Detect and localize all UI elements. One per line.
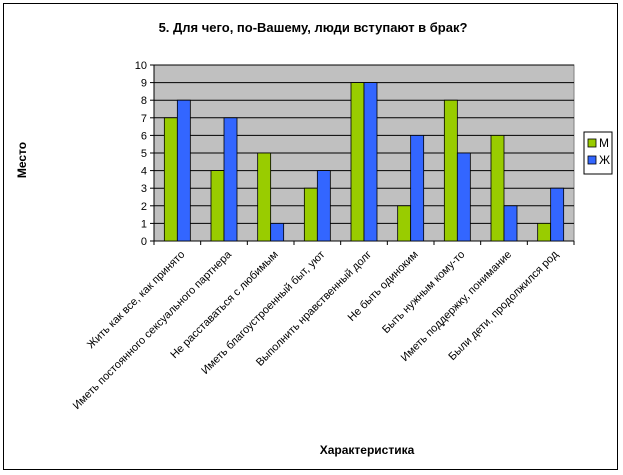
bar-m bbox=[490, 134, 505, 242]
y-axis-title: Место bbox=[15, 142, 29, 178]
legend-swatch bbox=[587, 155, 597, 165]
x-category-label: Иметь постоянного сексуального партнера bbox=[71, 248, 235, 412]
bar-zh bbox=[363, 82, 378, 242]
y-tick-label: 0 bbox=[141, 236, 147, 248]
bar-zh bbox=[270, 222, 285, 242]
chart-svg: 5. Для чего, по-Вашему, люди вступают в … bbox=[15, 20, 613, 457]
bar-m bbox=[303, 187, 318, 242]
y-tick-label: 1 bbox=[141, 218, 147, 230]
bar-zh bbox=[176, 99, 191, 242]
bar-zh bbox=[316, 170, 331, 242]
y-tick-label: 5 bbox=[141, 148, 147, 160]
y-tick-label: 2 bbox=[141, 201, 147, 213]
y-tick-label: 10 bbox=[135, 60, 147, 72]
legend-swatch bbox=[587, 138, 597, 148]
bar-m bbox=[257, 152, 272, 242]
x-axis-title: Характеристика bbox=[320, 443, 415, 457]
x-category-label: Жить как все, как принято bbox=[85, 249, 187, 351]
y-tick-label: 9 bbox=[141, 78, 147, 90]
bar-zh bbox=[550, 187, 565, 242]
x-category-label: Быть нужным кому-то bbox=[380, 249, 467, 336]
chart-frame: 5. Для чего, по-Вашему, люди вступают в … bbox=[3, 3, 618, 470]
y-tick-label: 4 bbox=[141, 166, 147, 178]
legend: МЖ bbox=[583, 131, 613, 175]
bar-zh bbox=[456, 152, 471, 242]
bar-zh bbox=[503, 205, 518, 242]
bar-m bbox=[537, 222, 552, 242]
bar-m bbox=[163, 117, 178, 242]
chart-title: 5. Для чего, по-Вашему, люди вступают в … bbox=[159, 20, 468, 35]
bar-m bbox=[443, 99, 458, 242]
legend-label: Ж bbox=[599, 153, 610, 167]
bar-m bbox=[397, 205, 412, 242]
bar-m bbox=[350, 82, 365, 242]
bar-m bbox=[210, 170, 225, 242]
y-tick-label: 3 bbox=[141, 183, 147, 195]
y-tick-label: 6 bbox=[141, 130, 147, 142]
bar-zh bbox=[410, 134, 425, 242]
bar-zh bbox=[223, 117, 238, 242]
y-tick-label: 7 bbox=[141, 113, 147, 125]
legend-label: М bbox=[599, 136, 609, 150]
plot-area: 0 1 2 3 4 5 6 7 8 9 10 Жить как все, как принятоИме… bbox=[71, 60, 575, 412]
y-tick-label: 8 bbox=[141, 95, 147, 107]
